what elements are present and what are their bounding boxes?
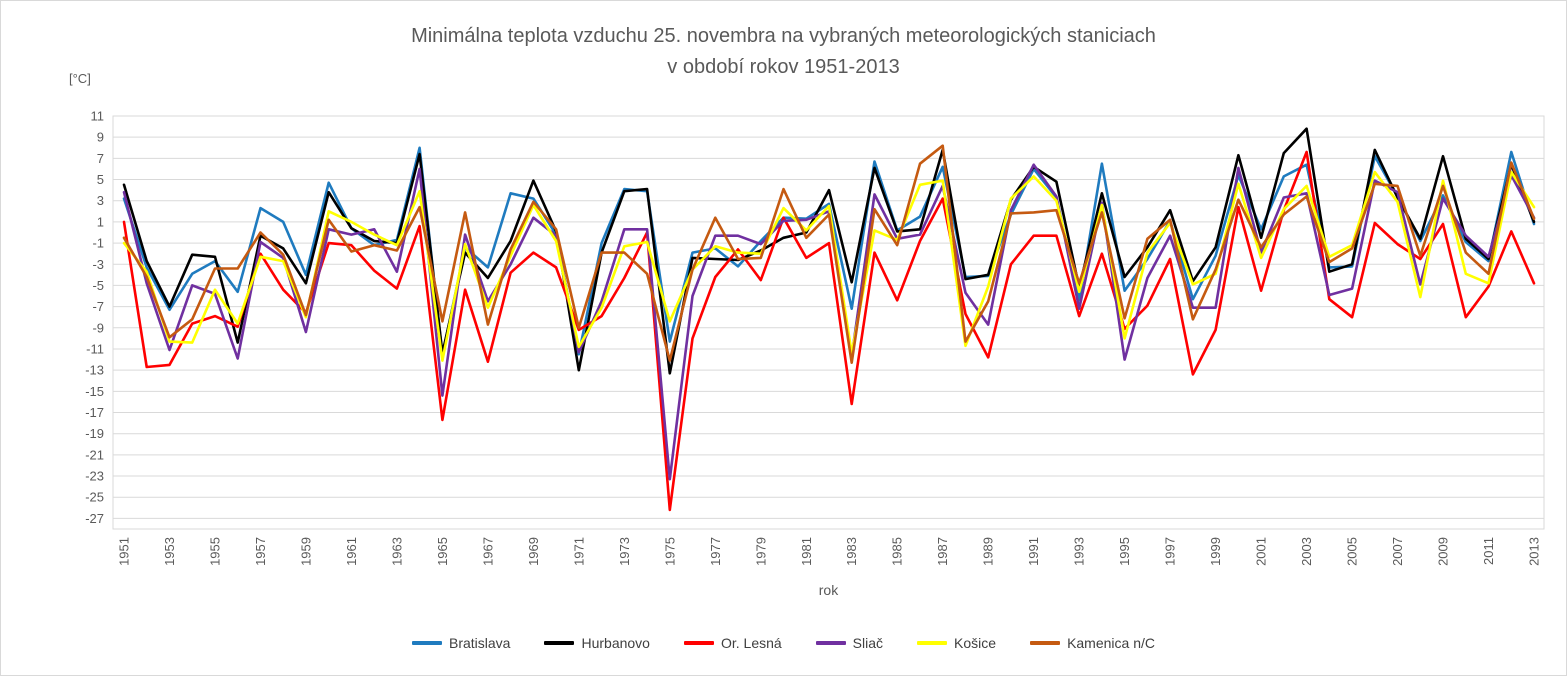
y-tick-label-5: 5 <box>97 172 104 187</box>
x-tick-label-1971: 1971 <box>571 537 586 566</box>
legend-swatch-kosice <box>917 641 948 645</box>
x-tick-label-1973: 1973 <box>617 537 632 566</box>
y-tick-label--25: -25 <box>85 490 104 505</box>
x-tick-label-1995: 1995 <box>1117 537 1132 566</box>
legend-label-kamenica: Kamenica n/C <box>1067 635 1155 651</box>
legend-swatch-bratislava <box>412 641 442 645</box>
chart-legend: Bratislava Hurbanovo Or. Lesná Sliač Koš… <box>1 635 1566 651</box>
x-tick-label-1953: 1953 <box>162 537 177 566</box>
chart-title-line1: Minimálna teplota vzduchu 25. novembra n… <box>411 25 1156 47</box>
series-line-ko-ice <box>122 170 1536 362</box>
x-tick-label-1955: 1955 <box>207 537 222 566</box>
legend-item-kamenica: Kamenica n/C <box>1030 635 1155 651</box>
x-tick-label-1961: 1961 <box>344 537 359 566</box>
y-tick-label-7: 7 <box>97 151 104 166</box>
legend-swatch-kamenica <box>1030 641 1061 645</box>
plot-border <box>112 115 1545 530</box>
x-tick-label-1965: 1965 <box>435 537 450 566</box>
chart-title: Minimálna teplota vzduchu 25. novembra n… <box>1 21 1566 83</box>
y-tick-label--3: -3 <box>92 257 104 272</box>
legend-label-or-lesna: Or. Lesná <box>720 635 782 651</box>
x-tick-label-1997: 1997 <box>1163 537 1178 566</box>
y-tick-label--19: -19 <box>85 426 104 441</box>
x-tick-label-1963: 1963 <box>389 537 404 566</box>
x-tick-label-2013: 2013 <box>1527 537 1542 566</box>
x-tick-label-2009: 2009 <box>1436 537 1451 566</box>
y-tick-label--9: -9 <box>92 320 104 335</box>
x-tick-label-1987: 1987 <box>935 537 950 566</box>
x-axis-title: rok <box>818 582 839 598</box>
legend-label-bratislava: Bratislava <box>449 635 511 651</box>
x-tick-label-1983: 1983 <box>844 537 859 566</box>
legend-swatch-or-lesna <box>683 641 714 645</box>
chart-title-line2: v období rokov 1951-2013 <box>667 56 900 78</box>
y-tick-label--11: -11 <box>86 341 104 356</box>
x-tick-label-2011: 2011 <box>1481 537 1496 565</box>
x-tick-label-2005: 2005 <box>1345 537 1360 566</box>
legend-item-hurbanovo: Hurbanovo <box>544 635 650 651</box>
x-tick-label-2003: 2003 <box>1299 537 1314 566</box>
legend-item-kosice: Košice <box>917 635 996 651</box>
x-tick-label-1967: 1967 <box>480 537 495 566</box>
x-tick-label-1991: 1991 <box>1026 537 1041 566</box>
x-tick-label-1993: 1993 <box>1072 537 1087 566</box>
y-tick-label--23: -23 <box>85 469 104 484</box>
y-tick-label-1: 1 <box>97 214 104 229</box>
legend-label-hurbanovo: Hurbanovo <box>581 635 650 651</box>
legend-swatch-hurbanovo <box>544 641 575 645</box>
x-tick-label-1969: 1969 <box>526 537 541 566</box>
legend-swatch-sliac <box>815 641 846 645</box>
y-tick-label--21: -21 <box>85 447 104 462</box>
legend-item-sliac: Sliač <box>815 635 884 651</box>
x-tick-label-1979: 1979 <box>753 537 768 566</box>
x-tick-label-1999: 1999 <box>1208 537 1223 566</box>
x-tick-label-1977: 1977 <box>708 537 723 566</box>
x-tick-label-1985: 1985 <box>890 537 905 566</box>
y-tick-label--13: -13 <box>85 363 104 378</box>
y-tick-label--15: -15 <box>85 384 104 399</box>
x-tick-label-1989: 1989 <box>981 537 996 566</box>
x-tick-label-2001: 2001 <box>1254 537 1269 566</box>
x-tick-label-2007: 2007 <box>1390 537 1405 566</box>
y-axis-unit-label: [°C] <box>69 71 91 86</box>
x-tick-label-1975: 1975 <box>662 537 677 566</box>
y-tick-label--7: -7 <box>92 299 104 314</box>
y-tick-label--1: -1 <box>92 236 104 251</box>
x-tick-label-1957: 1957 <box>253 537 268 566</box>
legend-label-sliac: Sliač <box>852 635 884 651</box>
legend-item-or-lesna: Or. Lesná <box>683 635 782 651</box>
x-tick-label-1951: 1951 <box>117 537 132 566</box>
y-tick-label-11: 11 <box>91 109 105 124</box>
y-tick-label--5: -5 <box>92 278 104 293</box>
y-tick-label-9: 9 <box>97 130 104 145</box>
series-line-kamenica-n-c <box>122 144 1536 365</box>
y-tick-label--17: -17 <box>85 405 104 420</box>
y-tick-label--27: -27 <box>85 511 104 526</box>
x-tick-label-1959: 1959 <box>298 537 313 566</box>
x-tick-label-1981: 1981 <box>799 537 814 566</box>
legend-label-kosice: Košice <box>954 635 997 651</box>
series-line-or-lesn- <box>122 150 1536 512</box>
legend-item-bratislava: Bratislava <box>412 635 510 651</box>
y-tick-label-3: 3 <box>97 193 104 208</box>
